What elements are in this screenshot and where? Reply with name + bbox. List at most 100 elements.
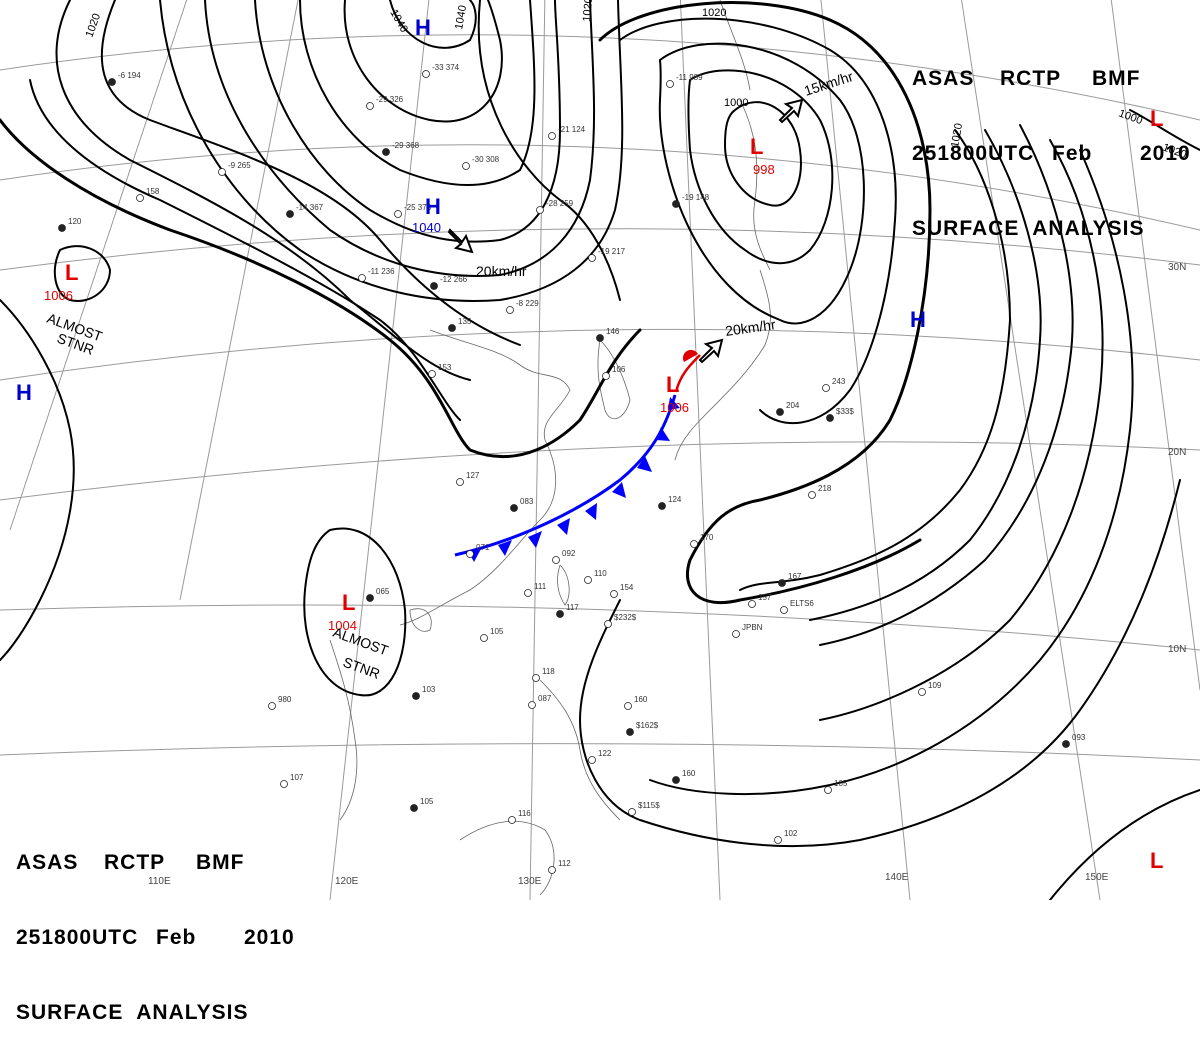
station-value: JPBN [742, 623, 763, 632]
station-value: 153 [438, 363, 452, 372]
coast-hainan [409, 608, 432, 632]
station-circle [658, 502, 666, 510]
front-barb [668, 397, 680, 410]
isobar-line [389, 0, 477, 49]
station-value: 204 [786, 401, 800, 410]
meridian-line [961, 0, 1101, 900]
high-center-letter: H [415, 15, 431, 40]
front-barb [498, 540, 512, 556]
station-value: -29 326 [376, 95, 404, 104]
station-circle [448, 324, 456, 332]
station-value: 117 [566, 603, 579, 612]
station-value: 243 [832, 377, 846, 386]
station-plot: -6 194 [108, 71, 141, 86]
station-value: 157 [758, 593, 772, 602]
station-plot: 980 [268, 695, 292, 710]
station-value: 118 [542, 667, 555, 676]
station-value: 105 [420, 797, 434, 806]
station-circle [506, 306, 514, 314]
meridian-line [679, 0, 721, 900]
meridian-line [9, 0, 188, 531]
station-plot: -11 989 [666, 73, 703, 88]
graticule [0, 0, 1200, 900]
station-plot: 160 [672, 769, 696, 784]
station-circle [610, 590, 618, 598]
meridian-line [1110, 0, 1200, 691]
warm-front-bump [682, 349, 698, 362]
isobar-line [159, 0, 624, 302]
front-barb [528, 531, 542, 548]
station-circle [528, 701, 536, 709]
station-circle [690, 540, 698, 548]
title-word: 251800UTC [912, 142, 1035, 165]
isobar-value: 1020 [702, 7, 726, 19]
weather-map: -6 194 -33 374 -29 326 -29 368 -9 265 -30 308… [0, 0, 1200, 900]
title-word: Feb [1052, 142, 1093, 165]
station-plot: 103 [412, 685, 436, 700]
isobar-line [0, 118, 642, 459]
parallel-line [0, 328, 1200, 381]
station-value: 109 [928, 681, 942, 690]
station-circle [268, 702, 276, 710]
station-plot: -19 217 [588, 247, 626, 262]
stationary-label: ALMOST [331, 624, 391, 659]
station-plot: -33 374 [422, 63, 460, 78]
station-plot: -14 367 [286, 203, 324, 218]
station-circle [358, 274, 366, 282]
cold-front [454, 349, 701, 562]
station-circle [280, 780, 288, 788]
station-circle [748, 600, 756, 608]
station-plot: 065 [366, 587, 390, 602]
station-circle [672, 776, 680, 784]
station-value: 093 [1072, 733, 1086, 742]
title-line: SURFACE ANALYSIS [912, 217, 1145, 240]
station-value: 167 [788, 572, 802, 581]
high-center-letter: H [16, 380, 32, 405]
station-plot: 087 [528, 694, 552, 709]
meridian-line [529, 0, 546, 900]
station-circle [778, 579, 786, 587]
coast-korea [597, 339, 631, 420]
station-circle [510, 504, 518, 512]
isobar-line [809, 129, 1042, 621]
station-value: -25 378 [404, 203, 432, 212]
motion-arrow-icon [447, 228, 474, 254]
station-circle [136, 194, 144, 202]
station-plot: 111 [524, 582, 547, 597]
station-circle [732, 630, 740, 638]
station-circle [466, 550, 474, 558]
station-value: 112 [558, 859, 571, 868]
station-value: 116 [518, 809, 531, 818]
station-value: 158 [146, 187, 160, 196]
station-plot: -21 124 [548, 125, 586, 140]
station-circle [382, 148, 390, 156]
pressure-centers: L 998 L 1006 L 1006 L 1004 L L H 1040 H … [16, 15, 1163, 873]
station-plot: 118 [532, 667, 555, 682]
station-plot: 112 [548, 859, 571, 874]
isobar-line [739, 129, 1011, 591]
station-circle [672, 200, 680, 208]
station-plot: 122 [588, 749, 612, 764]
station-circle [422, 70, 430, 78]
chart-title-bottom: ASAS RCTP BMF 251800UTC Feb 2010 SURFACE ANA… [16, 800, 295, 1050]
station-plot: 160 [624, 695, 648, 710]
station-value: 120 [68, 217, 82, 226]
title-word: 251800UTC [16, 926, 139, 949]
station-value: $33$ [836, 407, 854, 416]
station-value: 111 [534, 582, 547, 591]
station-plot: -8 229 [506, 299, 539, 314]
station-value: 146 [606, 327, 620, 336]
station-value: 160 [634, 695, 648, 704]
title-word: BMF [1092, 67, 1141, 90]
title-word: 2010 [1140, 142, 1191, 165]
isobar-line [1049, 789, 1200, 900]
coast-borneo [459, 820, 555, 896]
parallel-line [0, 34, 1200, 121]
station-plot: 158 [136, 187, 160, 202]
station-plot: 110 [584, 569, 607, 584]
station-plot: 109 [918, 681, 942, 696]
stationary-labels: ALMOST STNR ALMOST STNR [45, 310, 391, 682]
station-value: 170 [700, 533, 714, 542]
station-value: 980 [278, 695, 292, 704]
station-circle [410, 804, 418, 812]
